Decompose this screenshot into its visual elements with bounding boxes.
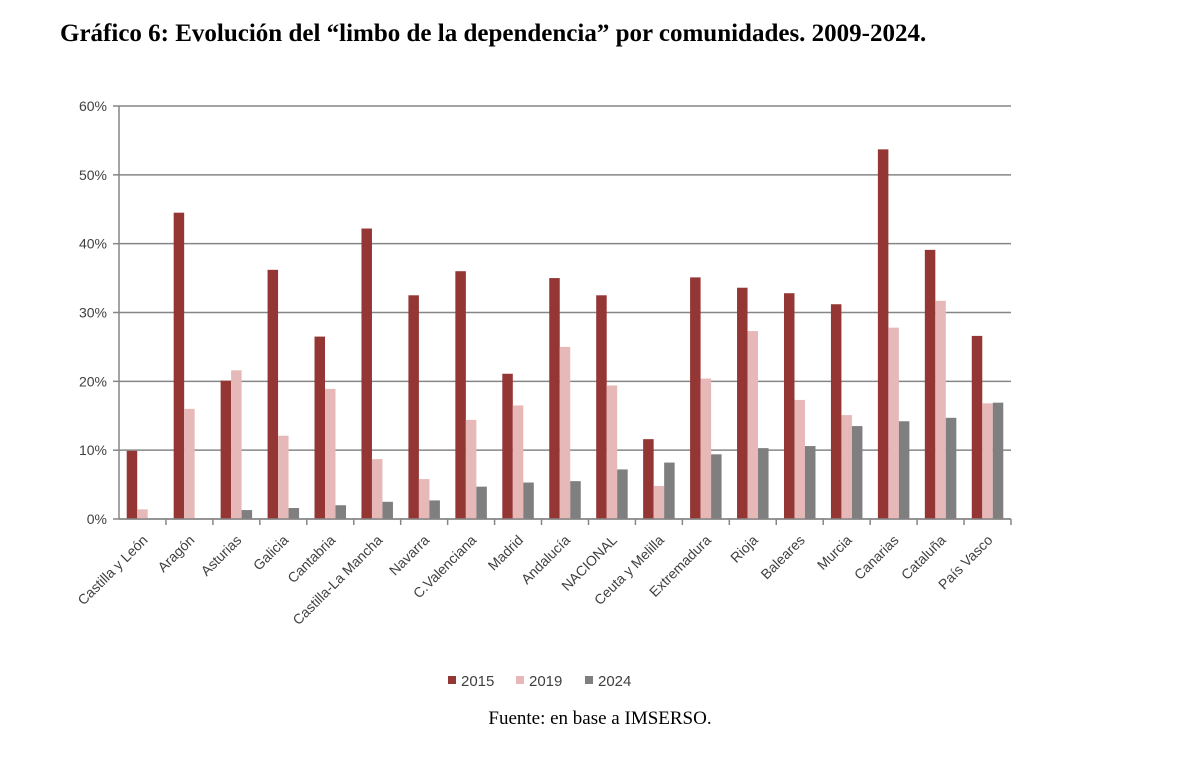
bar-2024-galicia — [288, 507, 300, 519]
y-tick-label: 20% — [79, 373, 107, 389]
bar-2024-ceuta-y-melilla — [664, 462, 675, 519]
bar-2015-aragon — [173, 212, 185, 520]
bar-2019-aragon — [184, 408, 195, 519]
y-tick-label: 60% — [79, 98, 107, 114]
bar-2019-canarias — [888, 327, 899, 519]
x-label-aragon: Aragón — [154, 532, 197, 575]
legend-label-2024: 2024 — [598, 673, 631, 690]
bar-2015-asturias — [220, 380, 232, 519]
bar-2015-pais-vasco — [971, 335, 983, 519]
x-label-navarra: Navarra — [386, 532, 433, 579]
bar-2019-murcia — [841, 415, 852, 519]
bar-2015-nacional — [596, 295, 607, 519]
bar-2015-cantabria — [314, 336, 326, 519]
bar-2019-castilla-la-mancha — [371, 459, 383, 519]
bar-2015-murcia — [830, 304, 842, 519]
bar-2024-canarias — [898, 421, 910, 519]
bar-2019-galicia — [278, 435, 289, 519]
bar-2019-c-valenciana — [465, 419, 477, 519]
x-label-madrid: Madrid — [485, 532, 527, 574]
bar-2024-castilla-la-mancha — [382, 501, 393, 519]
y-tick-label: 30% — [79, 305, 107, 321]
bar-2015-cataluna — [924, 249, 936, 519]
x-label-murcia: Murcia — [814, 532, 855, 573]
legend: 2015 2019 2024 — [448, 673, 631, 690]
y-tick-label: 10% — [79, 442, 107, 458]
y-tick-label: 0% — [87, 511, 107, 527]
bar-2015-rioja — [737, 287, 748, 519]
bar-2024-murcia — [851, 426, 863, 519]
bar-2019-pais-vasco — [982, 403, 993, 519]
bar-2015-extremadura — [690, 277, 701, 519]
bar-2024-extremadura — [711, 454, 722, 519]
bar-2024-pais-vasco — [992, 402, 1004, 519]
bar-2024-madrid — [523, 482, 534, 519]
bar-2024-asturias — [241, 510, 253, 519]
bar-2015-ceuta-y-melilla — [643, 439, 654, 519]
x-label-baleares: Baleares — [757, 532, 807, 582]
bar-2024-cataluna — [945, 417, 957, 519]
bar-2019-navarra — [418, 479, 430, 519]
bar-2024-nacional — [617, 469, 628, 519]
source-note: Fuente: en base a IMSERSO. — [488, 708, 712, 729]
bar-2019-rioja — [747, 331, 759, 519]
bar-2015-c-valenciana — [455, 271, 466, 519]
y-tick-label: 50% — [79, 167, 107, 183]
bar-2015-baleares — [783, 293, 795, 519]
bar-2024-cantabria — [335, 505, 347, 519]
bar-2015-andalucia — [549, 278, 560, 519]
bar-2015-madrid — [502, 373, 513, 519]
x-label-castilla-y-leon: Castilla y León — [74, 532, 150, 608]
legend-swatch-2019 — [516, 676, 524, 684]
bar-2019-asturias — [231, 370, 242, 519]
bar-2019-cantabria — [325, 388, 336, 519]
bar-2024-baleares — [804, 446, 816, 519]
bar-2019-castilla-y-leon — [137, 509, 148, 519]
x-axis-category-labels: Castilla y León Aragón Asturias GaliciaCant… — [74, 532, 995, 628]
bar-2024-c-valenciana — [476, 486, 487, 519]
bar-2019-baleares — [794, 399, 805, 519]
bar-2024-andalucia — [570, 481, 581, 519]
bar-2024-navarra — [429, 500, 440, 519]
bar-2019-nacional — [606, 385, 618, 519]
x-label-asturias: Asturias — [197, 532, 244, 579]
legend-label-2019: 2019 — [529, 673, 562, 690]
bar-2015-castilla-y-leon — [126, 450, 138, 519]
y-tick-label: 40% — [79, 236, 107, 252]
chart-title: Gráfico 6: Evolución del “limbo de la de… — [60, 20, 927, 47]
x-label-galicia: Galicia — [250, 532, 292, 574]
bar-2015-navarra — [408, 295, 419, 519]
bar-2015-castilla-la-mancha — [361, 228, 372, 520]
bar-2015-galicia — [267, 269, 279, 519]
bar-2024-rioja — [758, 448, 769, 519]
bars — [126, 149, 1004, 520]
legend-label-2015: 2015 — [461, 673, 494, 690]
bar-2015-canarias — [877, 149, 889, 520]
legend-swatch-2015 — [448, 676, 456, 684]
bar-2019-madrid — [512, 405, 524, 519]
x-label-rioja: Rioja — [727, 532, 761, 566]
y-axis-tick-labels: 0% 10% 20% 30% 40% 50% 60% — [79, 98, 107, 527]
bar-2019-cataluna — [935, 300, 946, 519]
x-label-canarias: Canarias — [851, 532, 902, 583]
bar-2019-extremadura — [700, 378, 712, 519]
x-label-castilla-la-mancha: Castilla-La Mancha — [289, 532, 385, 628]
bar-2019-andalucia — [559, 346, 571, 519]
legend-swatch-2024 — [585, 676, 593, 684]
axes — [118, 106, 1012, 525]
bar-2019-ceuta-y-melilla — [653, 485, 665, 519]
